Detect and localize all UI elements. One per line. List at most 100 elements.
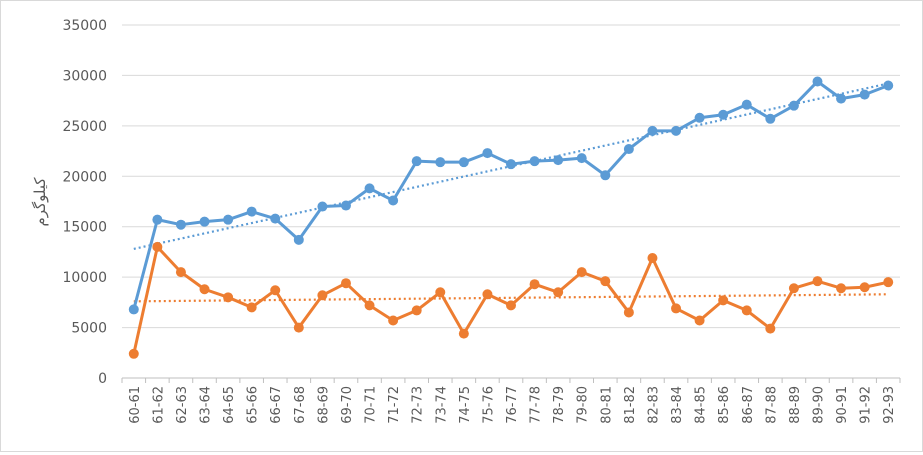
x-tick-label: 82-83: [646, 386, 661, 424]
data-point: [152, 241, 163, 252]
data-point: [223, 292, 234, 303]
x-tick-label: 69-70: [340, 386, 355, 424]
data-point: [388, 315, 399, 326]
x-tick-label: 76-77: [505, 386, 520, 424]
x-tick-label: 80-81: [599, 386, 614, 424]
data-point: [647, 125, 658, 136]
y-tick-label: 15000: [62, 220, 107, 236]
y-tick-label: 0: [98, 371, 107, 387]
data-point: [364, 183, 375, 194]
x-tick-label: 90-91: [835, 386, 850, 424]
data-point: [293, 234, 304, 245]
x-tick-label: 66-67: [269, 386, 284, 424]
data-point: [340, 278, 351, 289]
x-tick-label: 78-79: [552, 386, 567, 424]
data-point: [411, 156, 422, 167]
data-point: [883, 80, 894, 91]
data-point: [765, 113, 776, 124]
data-point: [718, 295, 729, 306]
x-tick-label: 88-89: [788, 386, 803, 424]
y-axis-ticks: 0 5000 10000 15000 20000 25000 30000 35000: [62, 18, 107, 387]
x-tick-label: 60-61: [128, 386, 143, 424]
series-0: [128, 76, 894, 315]
data-point: [600, 276, 611, 287]
x-tick-label: 75-76: [481, 386, 496, 424]
x-tick-label: 89-90: [811, 386, 826, 424]
data-point: [694, 315, 705, 326]
data-point: [812, 276, 823, 287]
y-tick-label: 35000: [62, 18, 107, 34]
data-point: [458, 157, 469, 168]
data-point: [506, 300, 516, 311]
data-point: [246, 206, 257, 217]
data-point: [175, 219, 186, 230]
data-point: [411, 305, 422, 316]
data-point: [317, 201, 328, 212]
data-point: [152, 214, 163, 225]
data-point: [317, 290, 328, 301]
y-axis-label: کیلوگرم: [31, 177, 49, 227]
data-point: [199, 216, 210, 227]
data-point: [435, 157, 446, 168]
data-point: [529, 279, 540, 290]
data-point: [647, 252, 658, 263]
data-point: [458, 328, 469, 339]
data-point: [788, 100, 799, 111]
data-point: [293, 322, 304, 333]
y-tick-label: 20000: [62, 169, 107, 185]
data-point: [482, 289, 493, 300]
data-point: [199, 284, 210, 295]
data-point: [836, 93, 847, 104]
x-tick-label: 92-93: [882, 386, 897, 424]
data-point: [788, 283, 799, 294]
data-point: [340, 200, 351, 211]
data-point: [223, 214, 234, 225]
data-point: [388, 195, 399, 206]
data-point: [741, 305, 752, 316]
data-point: [859, 282, 870, 293]
data-point: [623, 144, 634, 155]
x-tick-label: 74-75: [458, 386, 473, 424]
series-line: [132, 79, 889, 310]
data-point: [128, 348, 139, 359]
x-tick-label: 85-86: [717, 386, 732, 424]
x-tick-label: 83-84: [670, 386, 685, 424]
data-point: [836, 283, 847, 294]
data-point: [623, 307, 634, 318]
data-point: [553, 287, 564, 298]
x-axis-ticks: 60-61 61-62 62-63 63-64 64-65 65-66 66-67 67-68…: [121, 378, 901, 424]
x-tick-label: 62-63: [175, 386, 190, 424]
x-tick-label: 70-71: [364, 386, 379, 424]
x-tick-label: 77-78: [529, 386, 544, 424]
data-point: [529, 156, 540, 167]
x-tick-label: 64-65: [222, 386, 237, 424]
y-tick-label: 25000: [62, 119, 107, 135]
data-point: [718, 109, 729, 120]
data-point: [671, 303, 682, 314]
y-tick-label: 10000: [62, 270, 107, 286]
data-point: [435, 287, 446, 298]
data-point: [270, 213, 281, 224]
x-tick-label: 61-62: [151, 386, 166, 424]
x-tick-label: 86-87: [741, 386, 756, 424]
data-point: [883, 277, 894, 288]
x-tick-label: 71-72: [387, 386, 402, 424]
data-point: [270, 285, 281, 296]
data-point: [364, 300, 375, 311]
x-tick-label: 68-69: [316, 386, 331, 424]
data-point: [482, 148, 493, 159]
x-tick-label: 65-66: [246, 386, 261, 424]
series: [128, 76, 894, 359]
data-point: [128, 304, 139, 315]
x-tick-label: 91-92: [859, 386, 874, 424]
trendline-1: [133, 293, 889, 303]
y-tick-label: 30000: [62, 68, 107, 84]
data-point: [765, 323, 776, 334]
data-point: [859, 89, 870, 100]
gridlines: [122, 24, 900, 379]
data-point: [576, 153, 587, 164]
x-tick-label: 79-80: [576, 386, 591, 424]
data-point: [671, 125, 682, 136]
